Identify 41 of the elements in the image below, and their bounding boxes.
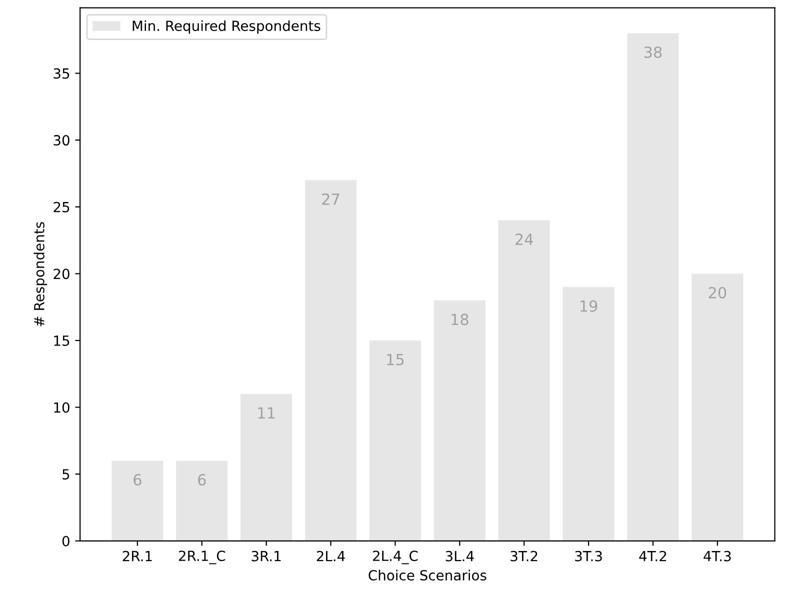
y-tick-label: 30	[54, 135, 70, 146]
x-tick-label: 2R.1_C	[178, 550, 226, 564]
data-label: 24	[516, 234, 533, 245]
data-label: 15	[387, 354, 404, 366]
bar	[304, 180, 357, 541]
y-tick-label: 10	[54, 402, 70, 413]
x-tick-label: 3R.1	[252, 550, 281, 562]
data-label: 38	[644, 46, 662, 58]
y-tick-label: 35	[54, 68, 70, 79]
x-tick-label: 2R.1	[122, 550, 152, 562]
y-tick-label: 25	[54, 202, 70, 212]
bar	[112, 460, 164, 541]
data-label: 19	[580, 300, 598, 312]
bar	[562, 287, 614, 541]
data-label: 27	[322, 193, 340, 205]
bar	[369, 340, 421, 541]
x-axis-title: Choice Scenarios	[368, 570, 486, 581]
data-label: 11	[258, 407, 275, 419]
legend-label: Min. Required Respondents	[132, 20, 320, 34]
data-label: 20	[708, 286, 726, 299]
y-axis-title: # Respondents	[34, 222, 48, 326]
bar	[434, 300, 486, 541]
data-label: 6	[198, 474, 206, 486]
x-tick-label: 3T.2	[510, 550, 538, 562]
bar	[627, 33, 679, 541]
data-label: 6	[134, 474, 142, 486]
x-tick-label: 3L.4	[446, 550, 474, 562]
x-tick-label: 4T.2	[639, 550, 666, 562]
bar	[692, 274, 744, 541]
y-tick-label: 0	[62, 536, 70, 546]
y-tick-label: 15	[54, 336, 70, 346]
y-tick-label: 5	[62, 469, 70, 480]
data-label: 18	[452, 314, 468, 326]
x-tick-label: 2L.4	[316, 550, 345, 562]
bar	[176, 460, 228, 541]
x-tick-label: 2L.4_C	[372, 550, 418, 564]
bar	[240, 394, 292, 541]
bar	[498, 220, 550, 541]
x-tick-label: 3T.3	[575, 550, 602, 562]
y-tick-label: 20	[54, 268, 70, 280]
x-tick-label: 4T.3	[704, 550, 731, 562]
